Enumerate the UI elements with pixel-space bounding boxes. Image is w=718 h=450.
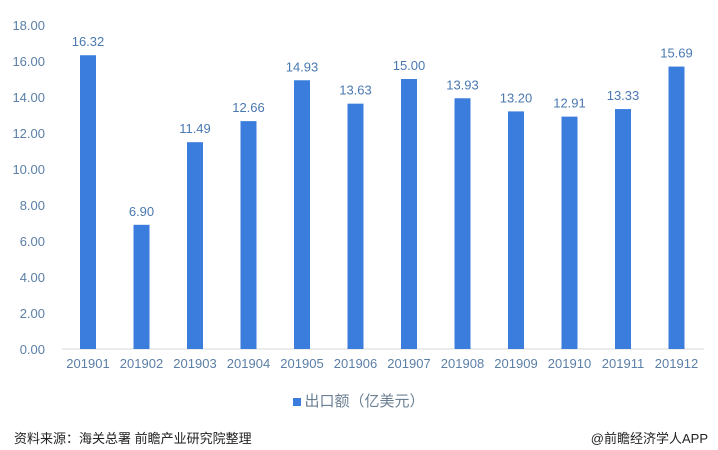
bar-201903 <box>187 142 203 349</box>
x-tick-label: 201903 <box>173 356 216 371</box>
y-tick-label: 12.00 <box>12 126 45 141</box>
y-tick-label: 18.00 <box>12 18 45 33</box>
y-tick-label: 6.00 <box>20 234 45 249</box>
x-tick-label: 201910 <box>548 356 591 371</box>
data-label: 13.63 <box>339 83 372 98</box>
x-tick-label: 201908 <box>441 356 484 371</box>
bar-201912 <box>668 66 685 349</box>
bar-201910 <box>561 116 578 350</box>
bar-201909 <box>508 111 524 350</box>
bar-chart: 0.00 2.00 4.00 6.00 8.00 10.00 12.00 14.00 16.00… <box>12 18 704 371</box>
source-note: 资料来源：海关总署 前瞻产业研究院整理 <box>14 431 252 446</box>
x-tick-label: 201909 <box>494 356 537 371</box>
bar-201907 <box>401 79 417 349</box>
x-tick-label: 201902 <box>120 356 163 371</box>
legend-swatch <box>293 398 302 407</box>
data-label: 13.33 <box>607 88 640 103</box>
y-tick-label: 14.00 <box>12 90 45 105</box>
x-tick-label: 201901 <box>66 356 109 371</box>
x-tick-label: 201904 <box>227 356 270 371</box>
bar-201911 <box>615 109 631 349</box>
bar-201908 <box>454 98 471 349</box>
y-tick-label: 2.00 <box>20 306 45 321</box>
x-tick-label: 201912 <box>655 356 698 371</box>
bar-201905 <box>294 80 310 349</box>
x-tick-label: 201911 <box>602 356 644 371</box>
x-tick-label: 201907 <box>387 356 430 371</box>
legend-label: 出口额（亿美元） <box>304 393 425 410</box>
y-tick-label: 10.00 <box>12 162 45 177</box>
bar-201902 <box>133 224 150 349</box>
data-label: 6.90 <box>129 204 154 219</box>
y-tick-label: 4.00 <box>20 270 45 285</box>
data-label: 15.00 <box>393 58 426 73</box>
data-label: 15.69 <box>660 46 693 61</box>
data-label: 12.66 <box>232 100 265 115</box>
data-label: 13.20 <box>500 90 533 105</box>
bar-201901 <box>80 55 96 350</box>
data-label: 13.93 <box>446 77 479 92</box>
data-label: 16.32 <box>72 34 105 49</box>
x-tick-label: 201906 <box>334 356 377 371</box>
y-tick-label: 16.00 <box>12 54 45 69</box>
data-label: 14.93 <box>286 59 319 74</box>
y-tick-label: 8.00 <box>20 198 45 213</box>
y-tick-label: 0.00 <box>20 342 45 357</box>
bar-201906 <box>347 103 364 349</box>
bar-201904 <box>240 121 257 350</box>
data-label: 12.91 <box>553 96 586 111</box>
credit: @前瞻经济学人APP <box>590 431 708 446</box>
data-label: 11.49 <box>179 121 211 136</box>
legend: 出口额（亿美元） <box>0 390 718 411</box>
x-tick-label: 201905 <box>280 356 323 371</box>
